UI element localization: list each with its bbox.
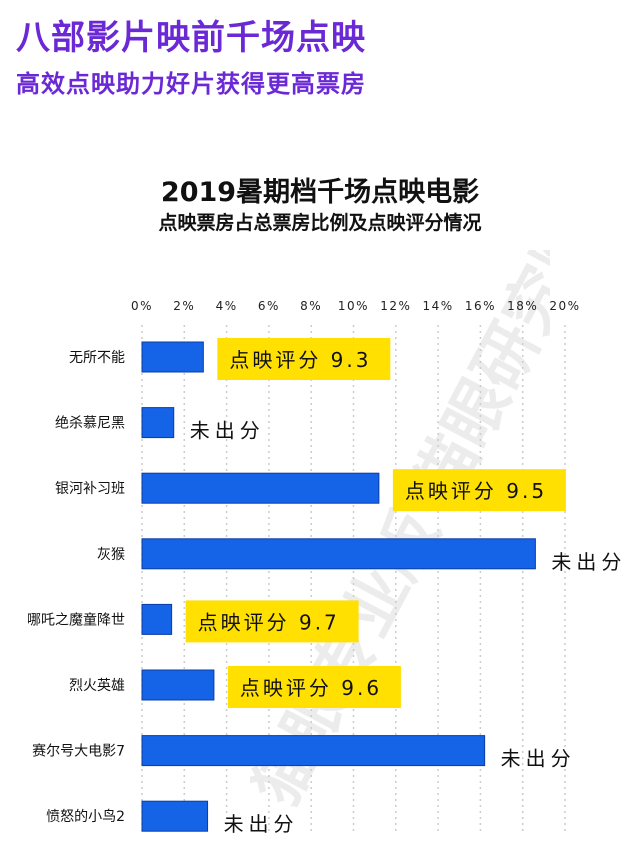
- x-tick-label: 0%: [131, 299, 153, 313]
- chart-subtitle: 点映票房占总票房比例及点映评分情况: [158, 212, 482, 234]
- x-tick-label: 2%: [173, 299, 195, 313]
- bar: [141, 669, 215, 701]
- score-label-box: [227, 666, 401, 708]
- score-label: 点映评分 9.3: [229, 348, 371, 372]
- score-label-box: [185, 600, 359, 643]
- bar: [141, 800, 209, 832]
- score-label: 点映评分 9.6: [240, 676, 382, 700]
- x-tick-label: 12%: [380, 299, 411, 313]
- category-label: 银河补习班: [55, 481, 125, 497]
- category-label: 哪吒之魔童降世: [27, 611, 125, 628]
- score-label: 点映评分 9.5: [405, 479, 547, 503]
- bar: [141, 735, 486, 767]
- no-score-label: 未出分: [551, 550, 626, 574]
- headline: 八部影片映前千场点映: [16, 18, 366, 58]
- x-tick-label: 6%: [258, 299, 280, 313]
- category-label: 赛尔号大电影7: [32, 744, 125, 760]
- no-score-label: 未出分: [190, 419, 265, 443]
- x-tick-label: 4%: [216, 299, 238, 313]
- bar: [141, 538, 536, 570]
- x-tick-label: 14%: [423, 299, 454, 313]
- subheadline: 高效点映助力好片获得更高票房: [16, 70, 366, 98]
- x-tick-label: 10%: [338, 299, 369, 313]
- x-tick-label: 16%: [465, 299, 496, 313]
- category-label: 灰猴: [97, 547, 125, 563]
- no-score-label: 未出分: [501, 747, 576, 771]
- bar: [141, 472, 380, 504]
- score-label-box: [217, 338, 391, 380]
- category-label: 绝杀慕尼黑: [55, 416, 125, 432]
- x-tick-label: 18%: [507, 299, 538, 313]
- x-tick-label: 20%: [549, 299, 580, 313]
- category-label: 无所不能: [69, 350, 125, 366]
- bar: [141, 341, 204, 373]
- category-label: 烈火英雄: [69, 677, 125, 694]
- x-tick-label: 8%: [300, 299, 322, 313]
- category-label: 愤怒的小鸟2: [46, 809, 125, 825]
- no-score-label: 未出分: [224, 812, 299, 836]
- chart-title: 2019暑期档千场点映电影: [160, 177, 480, 208]
- bar: [141, 603, 173, 635]
- score-label: 点映评分 9.7: [198, 610, 340, 634]
- bar: [141, 407, 175, 439]
- score-label-box: [392, 469, 566, 512]
